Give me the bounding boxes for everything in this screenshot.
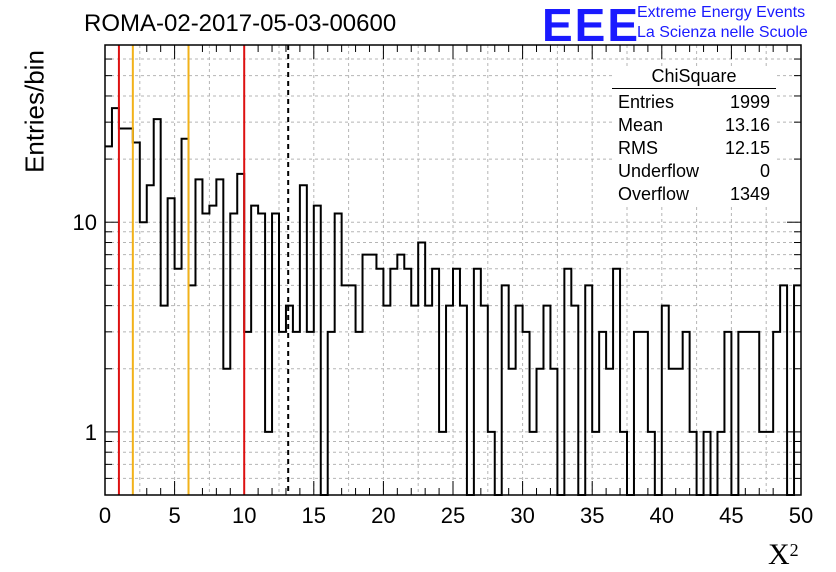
- x-tick-label: 5: [168, 503, 180, 528]
- y-axis-label: Entries/bin: [19, 50, 50, 173]
- y-tick-label: 10: [73, 210, 97, 235]
- stats-row-rms: RMS 12.15: [612, 137, 776, 160]
- x-axis-label-superscript: 2: [789, 540, 799, 560]
- stats-box: ChiSquare Entries 1999 Mean 13.16 RMS 12.15…: [612, 66, 776, 206]
- logo-subtitle-1: Extreme Energy Events: [637, 4, 806, 21]
- x-tick-label: 25: [441, 503, 465, 528]
- stats-value: 13.16: [724, 115, 770, 135]
- histogram-series: [105, 107, 801, 496]
- x-tick-label: 15: [302, 503, 326, 528]
- x-tick-label: 40: [650, 503, 674, 528]
- stats-value: 1999: [729, 92, 770, 112]
- stats-label: Overflow: [618, 184, 690, 204]
- stats-label: Mean: [618, 115, 664, 135]
- x-axis-label-base: X: [768, 538, 790, 571]
- x-tick-label: 35: [580, 503, 604, 528]
- x-tick-label: 50: [789, 503, 813, 528]
- stats-value: 1349: [729, 184, 770, 204]
- y-tick-label: 1: [85, 420, 97, 445]
- x-tick-label: 45: [719, 503, 743, 528]
- plot-frame: [104, 44, 802, 496]
- stats-row-entries: Entries 1999: [612, 91, 776, 114]
- stats-label: Entries: [618, 92, 675, 112]
- stats-row-overflow: Overflow 1349: [612, 183, 776, 206]
- plot-title: ROMA-02-2017-05-03-00600: [84, 10, 397, 37]
- x-tick-label: 20: [371, 503, 395, 528]
- stats-row-mean: Mean 13.16: [612, 114, 776, 137]
- x-tick-label: 10: [232, 503, 256, 528]
- stats-row-underflow: Underflow 0: [612, 160, 776, 183]
- stats-value: 12.15: [724, 138, 770, 158]
- stats-box-title: ChiSquare: [612, 66, 776, 89]
- stats-label: Underflow: [618, 161, 700, 181]
- stats-value: 0: [759, 161, 770, 181]
- x-tick-label: 0: [99, 503, 111, 528]
- stats-label: RMS: [618, 138, 658, 158]
- logo-subtitle-2: La Scienza nelle Scuole: [637, 24, 808, 41]
- x-tick-label: 30: [510, 503, 534, 528]
- eee-logo: EEE: [542, 0, 641, 51]
- x-axis-label: X2: [768, 538, 799, 572]
